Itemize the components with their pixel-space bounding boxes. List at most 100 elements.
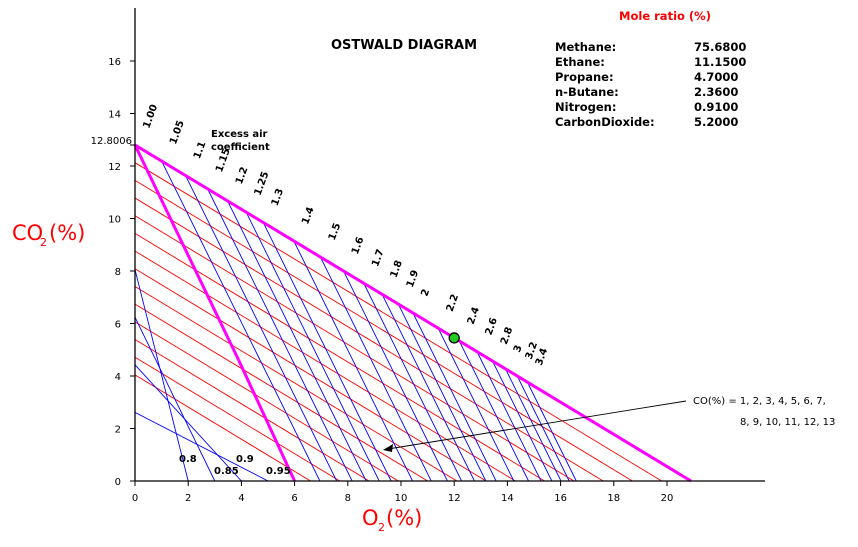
excess-air-line	[516, 375, 570, 481]
measured-point	[448, 332, 460, 344]
y-tick-label: 10	[108, 215, 121, 226]
x-tick-label: 10	[395, 493, 408, 504]
x-axis-title-sub: 2	[378, 521, 385, 534]
composition-value: 2.3600	[694, 85, 738, 99]
excess-air-label: 2.2	[445, 293, 461, 313]
incomplete-boundary-line-lower	[237, 359, 296, 482]
excess-air-label: 1.4	[300, 206, 316, 226]
co-line	[135, 179, 633, 481]
chart-title: OSTWALD DIAGRAM	[331, 38, 477, 53]
excess-air-line	[245, 211, 380, 481]
excess-air-label: 1.3	[270, 187, 286, 207]
excess-air-line	[343, 270, 448, 481]
excess-air-label: 1.5	[327, 222, 343, 242]
excess-air-label: 1.05	[168, 119, 187, 146]
x-tick-label: 8	[345, 493, 351, 504]
co-line	[135, 339, 370, 481]
x-tick-label: 4	[238, 493, 244, 504]
excess-air-label: 2.4	[466, 306, 482, 326]
excess-air-label: 1.6	[350, 236, 366, 256]
co-annotation-line1: CO(%) = 1, 2, 3, 4, 5, 6, 7,	[693, 396, 826, 407]
co-line	[135, 250, 516, 481]
excess-air-line	[363, 283, 463, 481]
excess-air-line	[161, 160, 321, 481]
incomplete-boundary-line	[133, 144, 241, 361]
excess-air-label: 2.8	[499, 326, 515, 346]
x-tick-label: 20	[661, 493, 674, 504]
excess-air-label: 2	[419, 288, 432, 298]
excess-air-line	[381, 294, 475, 481]
y-tick-label: 16	[108, 57, 121, 68]
excess-air-line	[227, 200, 367, 481]
co-annotation: CO(%) = 1, 2, 3, 4, 5, 6, 7, 8, 9, 10, 11…	[383, 396, 835, 452]
excess-air-label-lower: 0.95	[266, 466, 291, 477]
composition-name: n-Butane:	[555, 85, 619, 99]
excess-air-line	[526, 381, 577, 481]
co-line	[135, 374, 311, 481]
co-line	[135, 268, 487, 481]
x-tick-label: 6	[291, 493, 297, 504]
excess-air-line	[437, 328, 515, 481]
x-tick-label: 0	[132, 493, 138, 504]
co2-max-label: 12.8006	[91, 136, 132, 147]
excess-air-line	[293, 240, 413, 481]
x-tick-label: 12	[448, 493, 461, 504]
excess-air-line-lean	[135, 364, 242, 481]
composition-value: 5.2000	[694, 115, 738, 129]
measured-point-dot	[448, 332, 460, 344]
co-annotation-line2: 8, 9, 10, 11, 12, 13	[740, 417, 835, 428]
composition-value: 4.7000	[694, 70, 738, 84]
co-line	[135, 162, 662, 481]
excess-air-line	[185, 175, 338, 481]
co-line	[135, 286, 458, 481]
y-tick-label: 4	[115, 372, 121, 383]
y-tick-label: 6	[115, 320, 121, 331]
excess-air-line	[207, 188, 353, 481]
composition-value: 75.6800	[694, 40, 746, 54]
excess-air-label: 1.2	[234, 166, 250, 186]
excess-air-line	[458, 340, 529, 481]
co-line	[135, 321, 399, 481]
x-axis-title-main: O	[362, 506, 379, 530]
composition-name: Propane:	[555, 70, 614, 84]
excess-air-line	[412, 312, 497, 481]
composition-name: Nitrogen:	[555, 100, 616, 114]
composition-title: Mole ratio (%)	[619, 9, 711, 23]
composition-name: Methane:	[555, 40, 616, 54]
excess-air-line	[319, 256, 432, 481]
composition-table: Mole ratio (%) Methane: 75.6800 Ethane: 11.…	[555, 9, 746, 129]
x-tick-label: 18	[607, 493, 620, 504]
co-line	[135, 356, 341, 481]
excess-air-label-lower: 0.9	[236, 454, 254, 465]
x-axis-title-unit: (%)	[386, 506, 422, 530]
co-lines	[135, 162, 662, 481]
y-axis-title-main: CO	[12, 221, 43, 245]
excess-air-label-lower: 0.85	[214, 466, 239, 477]
excess-air-label: 1.9	[405, 269, 421, 289]
excess-air-line-lean	[135, 316, 216, 481]
excess-air-label-lower: 0.8	[179, 454, 197, 465]
x-tick-label: 14	[501, 493, 514, 504]
co-annotation-arrow	[387, 400, 687, 450]
excess-air-lines	[135, 160, 577, 481]
y-tick-label: 12	[108, 162, 121, 173]
excess-air-title-line2: coefficient	[211, 142, 270, 153]
excess-air-label: 1.7	[370, 248, 386, 268]
excess-air-title-line1: Excess air	[211, 129, 268, 140]
excess-air-line	[492, 360, 553, 481]
excess-air-line	[262, 222, 392, 481]
excess-air-labels-lower: 0.8 0.850.9 0.95	[179, 454, 291, 477]
y-tick-label: 8	[115, 267, 121, 278]
composition-value: 11.1500	[694, 55, 746, 69]
excess-air-line	[505, 368, 562, 481]
composition-name: CarbonDioxide:	[555, 115, 655, 129]
excess-air-label: 2.6	[484, 316, 500, 336]
y-axis-title-sub: 2	[40, 236, 47, 249]
composition-value: 0.9100	[694, 100, 738, 114]
y-tick-label: 2	[115, 425, 121, 436]
x-tick-label: 16	[554, 493, 567, 504]
excess-air-label: 1.00	[141, 103, 160, 130]
excess-air-label: 1.8	[389, 259, 405, 279]
excess-air-label: 1.25	[253, 170, 272, 197]
